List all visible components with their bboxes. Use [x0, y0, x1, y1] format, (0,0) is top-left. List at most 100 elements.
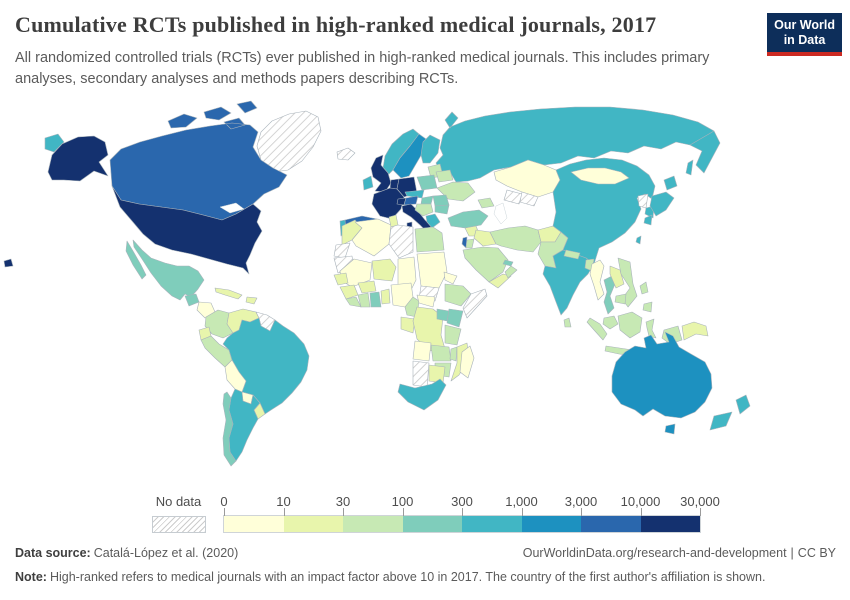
legend-bin-5[interactable]	[521, 516, 581, 532]
legend-tick-label: 100	[391, 494, 414, 509]
country-western-sahara[interactable]	[333, 242, 351, 259]
country-guatemala[interactable]	[184, 293, 200, 307]
legend-bin-0[interactable]	[224, 516, 284, 532]
country-bulgaria[interactable]	[434, 204, 450, 215]
country-central-african-republic[interactable]	[416, 294, 436, 308]
country-india[interactable]	[542, 249, 595, 316]
country-namibia[interactable]	[412, 360, 430, 388]
country-belarus[interactable]	[435, 169, 454, 183]
country-uganda[interactable]	[436, 308, 450, 322]
country-chad[interactable]	[397, 256, 417, 293]
country-cuba[interactable]	[214, 287, 243, 300]
water-great-lakes	[219, 202, 245, 214]
country-australia[interactable]	[611, 331, 713, 435]
country-russia[interactable]	[44, 106, 721, 183]
world-choropleth-map[interactable]	[0, 96, 850, 496]
chart-subtitle: All randomized controlled trials (RCTs) …	[15, 50, 710, 87]
country-cambodia[interactable]	[614, 293, 627, 305]
country-egypt[interactable]	[414, 226, 445, 253]
country-turkmenistan[interactable]	[503, 189, 523, 205]
country-ireland[interactable]	[362, 175, 374, 191]
country-angola[interactable]	[412, 340, 432, 362]
country-senegal[interactable]	[333, 272, 349, 286]
legend-no-data-label: No data	[155, 494, 202, 509]
country-chile[interactable]	[222, 391, 237, 467]
country-poland[interactable]	[416, 174, 438, 191]
country-philippines[interactable]	[639, 281, 653, 313]
country-vietnam[interactable]	[617, 257, 638, 308]
country-gulf-states[interactable]	[502, 259, 514, 267]
country-austria[interactable]	[403, 195, 419, 206]
country-hispaniola[interactable]	[245, 296, 258, 305]
country-madagascar[interactable]	[459, 345, 475, 379]
country-balkans[interactable]	[414, 203, 434, 217]
country-sudan[interactable]	[416, 251, 448, 289]
country-north-korea[interactable]	[637, 193, 649, 209]
country-finland[interactable]	[420, 134, 441, 164]
country-turkey[interactable]	[447, 209, 489, 229]
country-nepal[interactable]	[563, 249, 581, 260]
legend-tick-label: 3,000	[564, 494, 598, 509]
country-sri-lanka[interactable]	[563, 317, 572, 328]
country-greece[interactable]	[425, 213, 441, 229]
country-zambia[interactable]	[430, 344, 452, 362]
country-saudi-arabia[interactable]	[462, 246, 509, 283]
country-jordan[interactable]	[465, 238, 475, 249]
country-taiwan[interactable]	[635, 235, 642, 245]
country-eritrea[interactable]	[443, 271, 458, 285]
owid-logo[interactable]: Our World in Data	[767, 13, 842, 56]
map-legend: No data 0 10 30 100 300 1,000 3,000 10,000 30,00…	[0, 494, 850, 536]
country-canada[interactable]	[109, 100, 288, 221]
country-gabon-congo[interactable]	[400, 316, 416, 334]
country-iraq[interactable]	[473, 229, 497, 247]
country-ivory-coast[interactable]	[357, 292, 371, 308]
legend-tick-mark	[640, 508, 642, 516]
legend-tick-label: 300	[451, 494, 473, 509]
country-myanmar[interactable]	[589, 259, 605, 301]
country-caucasus[interactable]	[477, 197, 495, 209]
country-hungary[interactable]	[420, 195, 434, 205]
country-somalia[interactable]	[462, 288, 488, 319]
country-tanzania[interactable]	[444, 324, 462, 346]
country-kenya[interactable]	[446, 308, 464, 328]
country-botswana[interactable]	[428, 364, 446, 384]
country-algeria[interactable]	[351, 218, 392, 257]
country-mexico[interactable]	[125, 239, 205, 301]
country-iceland[interactable]	[336, 147, 356, 161]
owid-logo-line2: in Data	[783, 33, 826, 47]
country-greenland[interactable]	[256, 110, 322, 173]
country-uzbekistan[interactable]	[519, 191, 539, 207]
legend-bin-3[interactable]	[402, 516, 462, 532]
country-togo-benin[interactable]	[380, 288, 391, 305]
country-new-zealand[interactable]	[709, 394, 751, 431]
country-united-states[interactable]	[3, 135, 263, 275]
legend-bin-1[interactable]	[283, 516, 343, 532]
country-mongolia[interactable]	[570, 167, 630, 185]
country-libya[interactable]	[388, 224, 414, 259]
country-laos[interactable]	[609, 265, 625, 289]
water-caspian-sea	[493, 202, 508, 225]
country-malaysia[interactable]	[602, 315, 619, 330]
legend-bin-6[interactable]	[581, 516, 641, 532]
legend-bin-2[interactable]	[343, 516, 403, 532]
country-niger[interactable]	[371, 258, 397, 282]
country-ethiopia[interactable]	[444, 283, 472, 307]
country-romania[interactable]	[432, 194, 450, 207]
legend-no-data-swatch[interactable]	[152, 516, 206, 533]
country-iran[interactable]	[489, 225, 542, 253]
country-japan[interactable]	[643, 175, 678, 226]
data-source-value: Catalá-López et al. (2020)	[93, 546, 239, 560]
credit-url-link[interactable]: OurWorldinData.org/research-and-developm…	[522, 546, 787, 560]
country-ghana[interactable]	[369, 291, 382, 308]
country-burkina-faso[interactable]	[357, 280, 377, 294]
country-france[interactable]	[371, 187, 405, 220]
country-oman[interactable]	[504, 265, 518, 279]
country-china[interactable]	[552, 157, 656, 265]
legend-bin-7[interactable]	[640, 516, 700, 532]
country-malawi[interactable]	[449, 346, 458, 362]
legend-bin-4[interactable]	[462, 516, 522, 532]
license-link[interactable]: CC BY	[797, 546, 836, 560]
country-yemen[interactable]	[488, 273, 512, 289]
country-papua-new-guinea[interactable]	[681, 321, 709, 341]
country-south-africa[interactable]	[397, 378, 447, 411]
